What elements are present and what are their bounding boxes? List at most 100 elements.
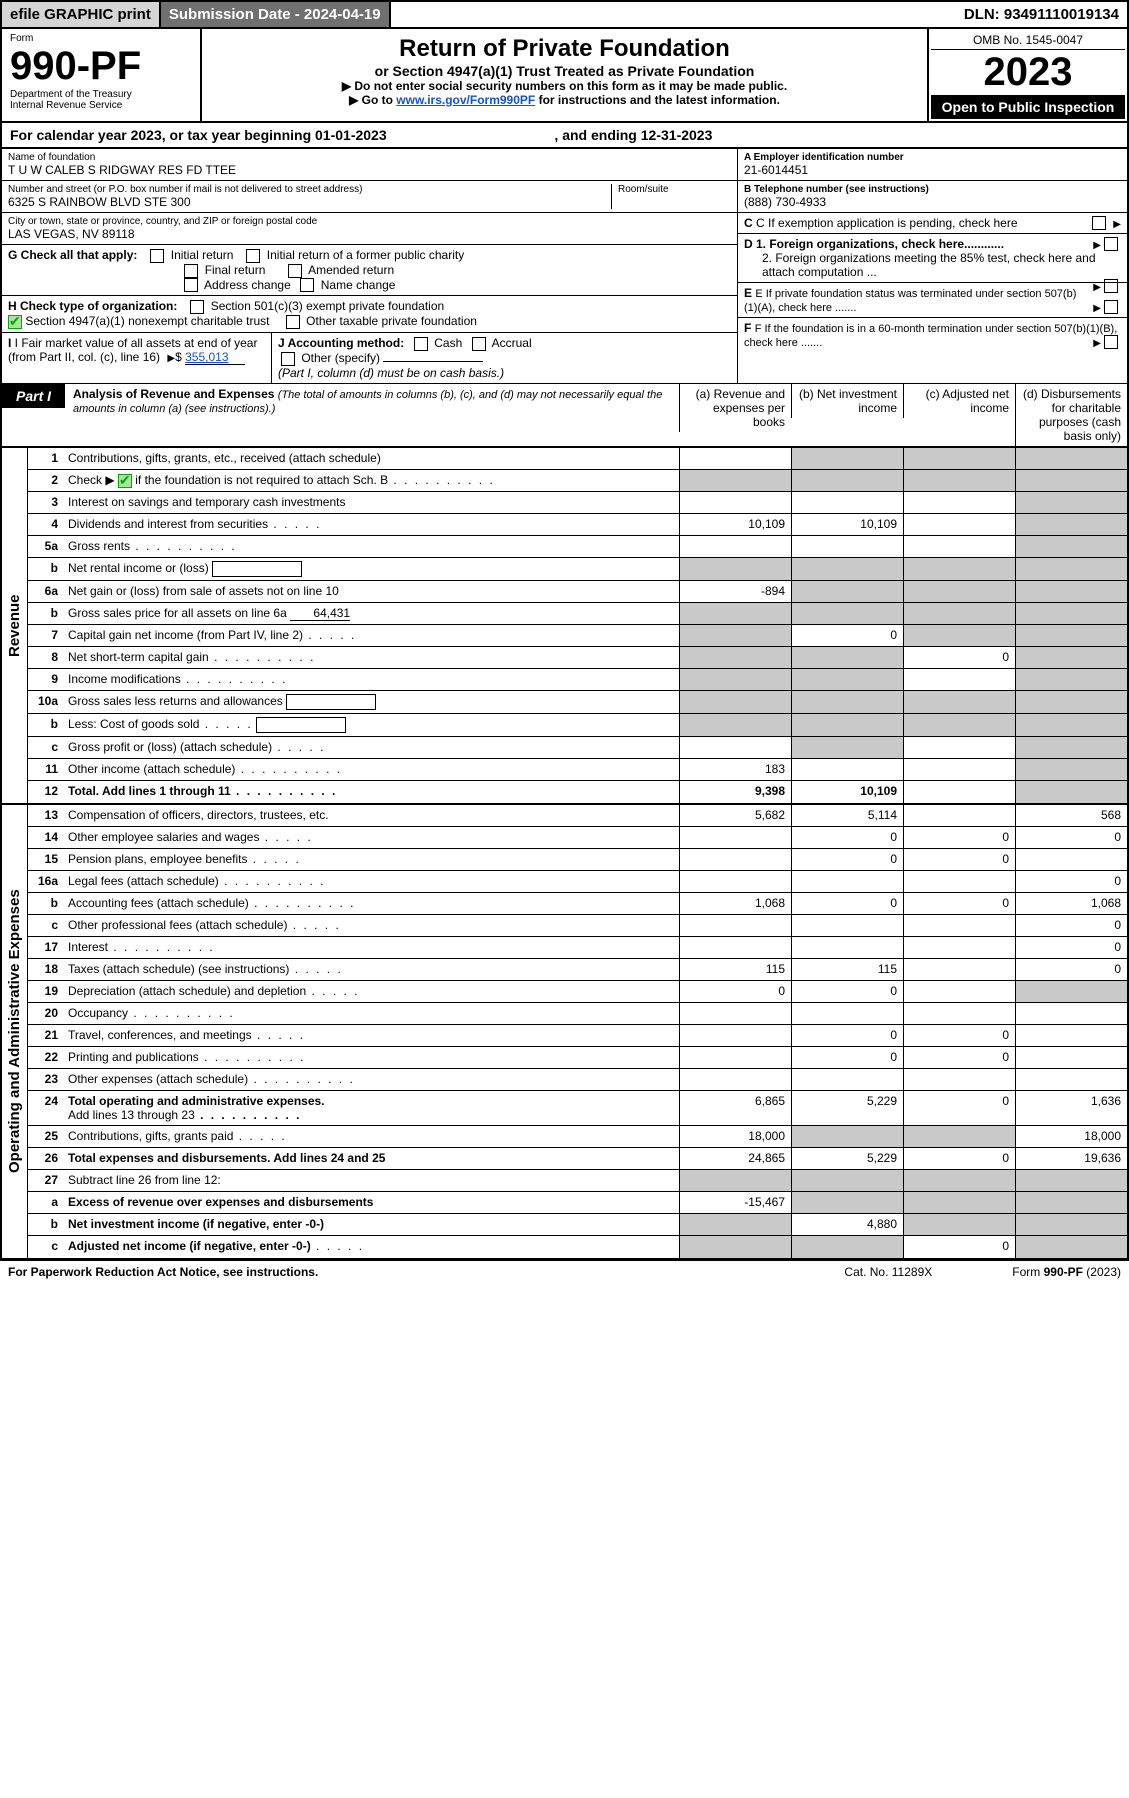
other-taxable-checkbox[interactable] — [286, 315, 300, 329]
irs-label: Internal Revenue Service — [10, 100, 192, 111]
form-footer-label: Form 990-PF (2023) — [1012, 1265, 1121, 1279]
f-checkbox[interactable] — [1104, 335, 1118, 349]
d1-checkbox[interactable] — [1104, 237, 1118, 251]
phone-value: (888) 730-4933 — [744, 195, 1121, 209]
row-26: Total expenses and disbursements. Add li… — [64, 1148, 679, 1169]
col-d-header: (d) Disbursements for charitable purpose… — [1015, 384, 1127, 446]
a-label: A Employer identification number — [744, 152, 1121, 163]
row-25: Contributions, gifts, grants paid — [64, 1126, 679, 1147]
col-c-header: (c) Adjusted net income — [903, 384, 1015, 418]
dln-label: DLN: 93491110019134 — [956, 2, 1127, 27]
form-word: Form — [10, 33, 192, 44]
row-19: Depreciation (attach schedule) and deple… — [64, 981, 679, 1002]
goto-note: ▶ Go to www.irs.gov/Form990PF for instru… — [208, 93, 921, 107]
b-label: B Telephone number (see instructions) — [744, 184, 1121, 195]
form990pf-link[interactable]: www.irs.gov/Form990PF — [396, 93, 535, 107]
city-state-zip: LAS VEGAS, NV 89118 — [8, 227, 731, 241]
revenue-table: Revenue 1Contributions, gifts, grants, e… — [0, 448, 1129, 805]
e-checkbox[interactable] — [1104, 300, 1118, 314]
accrual-checkbox[interactable] — [472, 337, 486, 351]
initial-former-checkbox[interactable] — [246, 249, 260, 263]
row-16a: Legal fees (attach schedule) — [64, 871, 679, 892]
row-18: Taxes (attach schedule) (see instruction… — [64, 959, 679, 980]
year-end: 12-31-2023 — [641, 127, 713, 143]
4947a1-checkbox[interactable] — [8, 315, 22, 329]
part1-header: Part I Analysis of Revenue and Expenses … — [0, 384, 1129, 448]
f-label: F If the foundation is in a 60-month ter… — [744, 323, 1117, 349]
e-label: E If private foundation status was termi… — [744, 288, 1076, 314]
row-1: Contributions, gifts, grants, etc., rece… — [64, 448, 679, 469]
initial-return-checkbox[interactable] — [150, 249, 164, 263]
row-6a: Net gain or (loss) from sale of assets n… — [64, 581, 679, 602]
addr-label: Number and street (or P.O. box number if… — [8, 184, 611, 195]
g-check-row: G Check all that apply: Initial return I… — [2, 245, 737, 296]
form-title: Return of Private Foundation — [208, 35, 921, 63]
room-label: Room/suite — [618, 184, 731, 195]
row-5a: Gross rents — [64, 536, 679, 557]
row-27b: Net investment income (if negative, ente… — [64, 1214, 679, 1235]
row-4: Dividends and interest from securities — [64, 514, 679, 535]
row-8: Net short-term capital gain — [64, 647, 679, 668]
d2-label: 2. Foreign organizations meeting the 85%… — [744, 251, 1121, 279]
top-bar: efile GRAPHIC print Submission Date - 20… — [0, 0, 1129, 29]
j-label: J Accounting method: — [278, 336, 404, 350]
revenue-vtab: Revenue — [2, 448, 28, 803]
name-label: Name of foundation — [8, 152, 731, 163]
omb-number: OMB No. 1545-0047 — [931, 31, 1125, 50]
address-change-checkbox[interactable] — [184, 278, 198, 292]
street-address: 6325 S RAINBOW BLVD STE 300 — [8, 195, 611, 209]
col-a-header: (a) Revenue and expenses per books — [679, 384, 791, 432]
c-label: C If exemption application is pending, c… — [756, 216, 1018, 230]
row-11: Other income (attach schedule) — [64, 759, 679, 780]
schb-checkbox[interactable] — [118, 474, 132, 488]
tax-year: 2023 — [931, 50, 1125, 95]
row-16c: Other professional fees (attach schedule… — [64, 915, 679, 936]
year-begin: 01-01-2023 — [315, 127, 387, 143]
h-check-row: H Check type of organization: Section 50… — [2, 296, 737, 333]
c-checkbox[interactable] — [1092, 216, 1106, 230]
part1-label: Part I — [2, 384, 65, 408]
expenses-table: Operating and Administrative Expenses 13… — [0, 805, 1129, 1260]
dept-label: Department of the Treasury — [10, 89, 192, 100]
row-27a: Excess of revenue over expenses and disb… — [64, 1192, 679, 1213]
row-22: Printing and publications — [64, 1047, 679, 1068]
paperwork-notice: For Paperwork Reduction Act Notice, see … — [8, 1265, 318, 1279]
ssn-note: ▶ Do not enter social security numbers o… — [208, 79, 921, 93]
row-2: Check ▶ if the foundation is not require… — [64, 470, 679, 491]
row-21: Travel, conferences, and meetings — [64, 1025, 679, 1046]
cat-no: Cat. No. 11289X — [844, 1265, 932, 1279]
final-return-checkbox[interactable] — [184, 264, 198, 278]
row-6b: Gross sales price for all assets on line… — [64, 603, 679, 624]
name-change-checkbox[interactable] — [300, 278, 314, 292]
row-3: Interest on savings and temporary cash i… — [64, 492, 679, 513]
row-27c: Adjusted net income (if negative, enter … — [64, 1236, 679, 1258]
row-10a: Gross sales less returns and allowances — [64, 691, 679, 713]
row-17: Interest — [64, 937, 679, 958]
other-method-checkbox[interactable] — [281, 352, 295, 366]
form-number: 990-PF — [10, 44, 192, 89]
row-12: Total. Add lines 1 through 11 — [64, 781, 679, 803]
page-footer: For Paperwork Reduction Act Notice, see … — [0, 1260, 1129, 1283]
row-24: Total operating and administrative expen… — [64, 1091, 679, 1125]
open-to-public: Open to Public Inspection — [931, 95, 1125, 119]
amended-return-checkbox[interactable] — [288, 264, 302, 278]
row-9: Income modifications — [64, 669, 679, 690]
calendar-year-row: For calendar year 2023, or tax year begi… — [0, 123, 1129, 149]
row-13: Compensation of officers, directors, tru… — [64, 805, 679, 826]
ein-value: 21-6014451 — [744, 163, 1121, 177]
row-15: Pension plans, employee benefits — [64, 849, 679, 870]
row-10c: Gross profit or (loss) (attach schedule) — [64, 737, 679, 758]
row-10b: Less: Cost of goods sold — [64, 714, 679, 736]
d2-checkbox[interactable] — [1104, 279, 1118, 293]
row-7: Capital gain net income (from Part IV, l… — [64, 625, 679, 646]
efile-print-button[interactable]: efile GRAPHIC print — [2, 2, 161, 27]
row-16b: Accounting fees (attach schedule) — [64, 893, 679, 914]
fmv-value-link[interactable]: 355,013 — [185, 350, 245, 365]
row-14: Other employee salaries and wages — [64, 827, 679, 848]
501c3-checkbox[interactable] — [190, 300, 204, 314]
part1-title: Analysis of Revenue and Expenses — [73, 387, 274, 401]
row-5b: Net rental income or (loss) — [64, 558, 679, 580]
row-20: Occupancy — [64, 1003, 679, 1024]
cash-checkbox[interactable] — [414, 337, 428, 351]
col-b-header: (b) Net investment income — [791, 384, 903, 418]
